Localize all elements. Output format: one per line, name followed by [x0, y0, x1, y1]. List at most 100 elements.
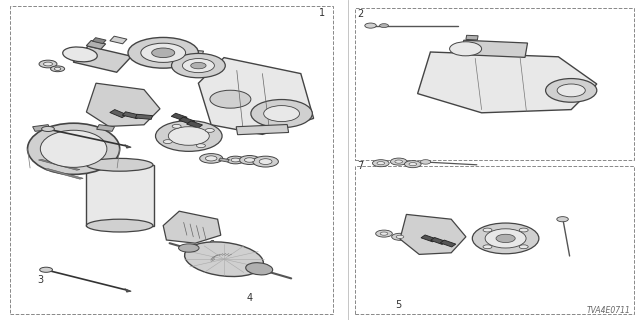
Text: 6: 6	[208, 240, 214, 250]
Bar	[461, 40, 527, 57]
Ellipse shape	[28, 123, 120, 174]
Ellipse shape	[184, 242, 264, 276]
Ellipse shape	[557, 217, 568, 222]
Ellipse shape	[163, 140, 172, 143]
Bar	[33, 125, 51, 131]
Ellipse shape	[239, 156, 260, 164]
Ellipse shape	[40, 267, 52, 272]
Ellipse shape	[420, 160, 431, 164]
Ellipse shape	[404, 161, 421, 168]
Bar	[179, 117, 195, 124]
Ellipse shape	[182, 59, 214, 73]
Ellipse shape	[86, 219, 153, 232]
Ellipse shape	[519, 245, 528, 249]
Ellipse shape	[227, 156, 244, 164]
Ellipse shape	[39, 60, 57, 68]
Bar	[97, 125, 115, 131]
Ellipse shape	[244, 158, 255, 162]
Polygon shape	[198, 58, 314, 134]
Polygon shape	[125, 145, 131, 148]
Ellipse shape	[44, 62, 52, 66]
Ellipse shape	[264, 106, 300, 122]
Ellipse shape	[450, 42, 482, 56]
Bar	[440, 240, 456, 247]
Bar	[136, 114, 152, 119]
Ellipse shape	[483, 228, 492, 232]
Text: TVA4E0711: TVA4E0711	[586, 306, 630, 315]
Ellipse shape	[205, 156, 217, 161]
Ellipse shape	[179, 244, 199, 252]
Bar	[110, 36, 127, 44]
Ellipse shape	[191, 62, 206, 69]
Text: 2: 2	[357, 9, 364, 19]
Ellipse shape	[42, 126, 54, 132]
Ellipse shape	[557, 84, 586, 97]
Ellipse shape	[152, 48, 175, 58]
Ellipse shape	[376, 230, 392, 237]
Bar	[421, 235, 436, 242]
Ellipse shape	[54, 67, 61, 70]
Bar	[355, 8, 634, 160]
Ellipse shape	[372, 160, 389, 167]
Bar	[172, 113, 187, 120]
Polygon shape	[125, 289, 131, 292]
Text: 3: 3	[37, 275, 44, 285]
Bar	[219, 158, 229, 162]
Ellipse shape	[251, 100, 312, 128]
Ellipse shape	[156, 121, 222, 151]
Ellipse shape	[51, 66, 65, 72]
Polygon shape	[45, 169, 83, 179]
Ellipse shape	[168, 127, 209, 145]
Ellipse shape	[128, 37, 198, 68]
Ellipse shape	[365, 23, 376, 28]
Text: 4: 4	[246, 293, 253, 303]
Ellipse shape	[141, 43, 186, 62]
Bar	[236, 124, 289, 135]
Polygon shape	[400, 214, 466, 254]
Polygon shape	[86, 83, 160, 126]
Text: 1: 1	[319, 8, 325, 18]
Ellipse shape	[259, 159, 272, 164]
Ellipse shape	[63, 47, 97, 62]
Text: 7: 7	[357, 161, 364, 171]
Ellipse shape	[231, 158, 240, 162]
Ellipse shape	[392, 233, 408, 240]
Bar	[110, 109, 127, 118]
Polygon shape	[86, 165, 154, 226]
Ellipse shape	[545, 79, 597, 102]
Bar	[174, 49, 204, 63]
Ellipse shape	[200, 154, 223, 163]
Bar	[92, 38, 106, 44]
Ellipse shape	[380, 24, 388, 28]
Ellipse shape	[205, 129, 214, 132]
Polygon shape	[418, 52, 597, 113]
Ellipse shape	[172, 53, 225, 78]
Ellipse shape	[395, 160, 403, 163]
Text: 3: 3	[37, 136, 44, 146]
Bar	[431, 237, 446, 244]
Ellipse shape	[483, 245, 492, 249]
Ellipse shape	[253, 156, 278, 167]
Bar	[10, 6, 333, 314]
Bar	[466, 35, 478, 40]
Bar	[122, 112, 140, 119]
Ellipse shape	[396, 235, 404, 238]
Ellipse shape	[86, 158, 153, 171]
Ellipse shape	[210, 90, 251, 108]
Text: 5: 5	[395, 300, 401, 310]
Ellipse shape	[377, 162, 385, 165]
Ellipse shape	[172, 124, 181, 128]
Ellipse shape	[496, 234, 515, 243]
Ellipse shape	[519, 228, 528, 232]
Ellipse shape	[40, 130, 107, 167]
Ellipse shape	[196, 144, 205, 148]
Ellipse shape	[246, 263, 273, 275]
Bar	[187, 121, 202, 128]
Ellipse shape	[472, 223, 539, 254]
Ellipse shape	[409, 163, 417, 166]
Polygon shape	[163, 211, 221, 243]
Bar	[86, 41, 106, 49]
Ellipse shape	[380, 232, 388, 235]
Ellipse shape	[485, 229, 526, 248]
Bar	[73, 46, 132, 72]
